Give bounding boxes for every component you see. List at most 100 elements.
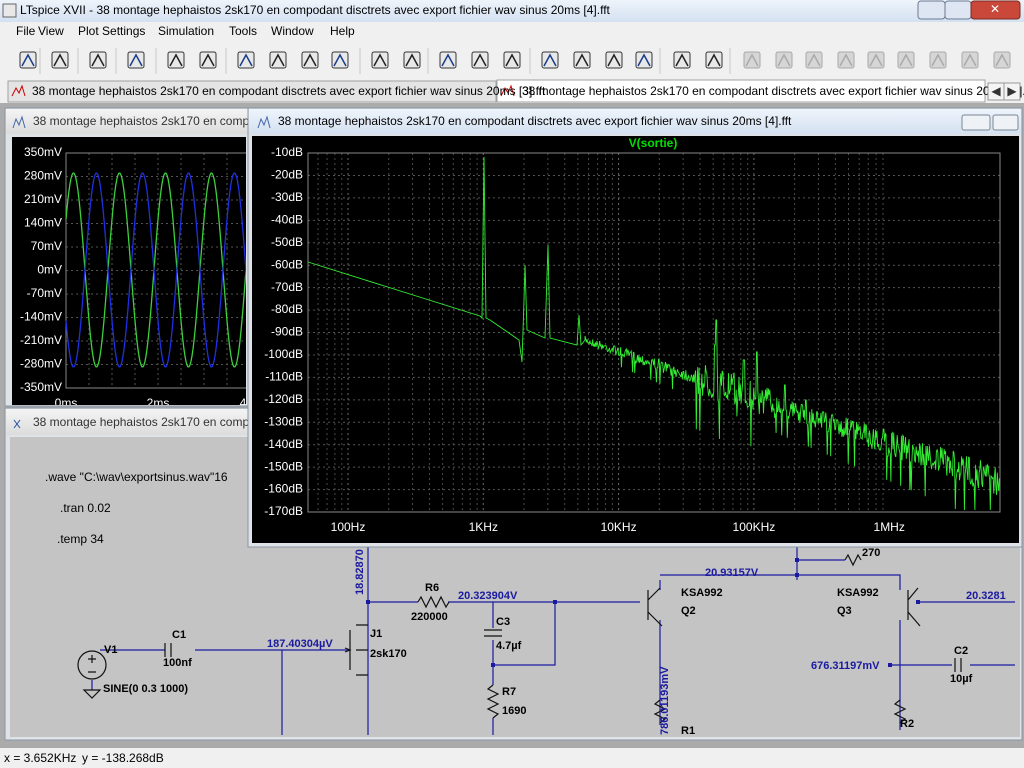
- tab[interactable]: [7, 80, 497, 103]
- component-label: Q3: [837, 605, 852, 617]
- tab-label[interactable]: 38 montage hephaistos 2sk170 en compodan…: [522, 84, 1024, 98]
- x-tick-label: 100Hz: [331, 520, 366, 534]
- junction: [795, 558, 799, 562]
- toolbar-icon: [89, 51, 107, 69]
- fft-minimize[interactable]: [961, 114, 991, 131]
- y-tick-label: -70dB: [271, 280, 303, 294]
- node-voltage: 20.3281: [966, 590, 1006, 602]
- component-label: KSA992: [837, 587, 879, 599]
- title-bar: [0, 0, 1024, 22]
- toolbar-glyph: [53, 53, 67, 67]
- schematic-title: 38 montage hephaistos 2sk170 en compo: [33, 415, 256, 429]
- window-icon: [13, 419, 21, 429]
- toolbar-icon: [673, 51, 691, 69]
- toolbar-icon: [471, 51, 489, 69]
- fft-maximize[interactable]: [992, 114, 1019, 131]
- node-voltage: 20.93157V: [705, 567, 759, 579]
- y-tick-label: 210mV: [24, 192, 62, 206]
- menu-item[interactable]: View: [38, 24, 64, 38]
- menu-item[interactable]: Plot Settings: [78, 24, 145, 38]
- voltage-source: [77, 650, 107, 680]
- tab-active[interactable]: [496, 79, 986, 103]
- junction: [553, 600, 557, 604]
- toolbar-glyph: [707, 53, 721, 67]
- component: [82, 655, 102, 699]
- menu-item[interactable]: Tools: [229, 24, 257, 38]
- node-voltage: 786.01193mV: [659, 666, 671, 735]
- node-voltage: 20.323904V: [458, 590, 518, 602]
- menu-item[interactable]: Window: [271, 24, 314, 38]
- y-tick-label: -10dB: [271, 145, 303, 159]
- component-label: Q2: [681, 605, 696, 617]
- waveform-title-bar: [6, 109, 248, 134]
- y-tick-label: 0mV: [37, 263, 62, 277]
- fft-title-bar: [249, 109, 1021, 134]
- toolbar-glyph: [869, 53, 883, 67]
- x-tick-label: 0ms: [55, 396, 78, 410]
- arrow-right: ▶: [1007, 84, 1017, 98]
- tab-label[interactable]: 38 montage hephaistos 2sk170 en compodan…: [32, 84, 546, 98]
- wire: [91, 546, 901, 735]
- plot-frame: [65, 152, 246, 389]
- component-label: KSA992: [681, 587, 723, 599]
- toolbar-glyph: [931, 53, 945, 67]
- toolbar-glyph: [441, 53, 455, 67]
- toolbar-glyph: [201, 53, 215, 67]
- component-label: 10µf: [950, 673, 973, 685]
- toolbar-icon: [19, 51, 37, 69]
- menu-item[interactable]: File: [16, 24, 36, 38]
- waveform-title: 38 montage hephaistos 2sk170 en compo: [33, 114, 256, 128]
- toolbar-icon: [775, 51, 793, 69]
- y-tick-label: -120dB: [264, 392, 303, 406]
- close-glyph: ✕: [990, 2, 1000, 16]
- plot-frame: [307, 152, 1001, 513]
- toolbar-icon: [331, 51, 349, 69]
- node-voltage: 676.31197mV: [811, 660, 880, 672]
- spice-directive: .tran 0.02: [60, 501, 111, 515]
- component-label: R1: [681, 725, 695, 737]
- toolbar-glyph: [405, 53, 419, 67]
- toolbar-glyph: [543, 53, 557, 67]
- menu-item[interactable]: Simulation: [158, 24, 214, 38]
- maximize-button[interactable]: [944, 0, 972, 20]
- toolbar-glyph: [169, 53, 183, 67]
- toolbar-glyph: [91, 53, 105, 67]
- toolbar-glyph: [473, 53, 487, 67]
- component: [486, 684, 500, 719]
- window-title: LTspice XVII - 38 montage hephaistos 2sk…: [20, 3, 611, 17]
- tab-scroll-right[interactable]: [1003, 82, 1021, 101]
- component-label: 1690: [502, 705, 526, 717]
- y-tick-label: -110dB: [265, 370, 303, 384]
- toolbar-icon: [993, 51, 1011, 69]
- spice-directive: .wave "C:\wav\exportsinus.wav"16: [45, 470, 228, 484]
- component-label: J1: [370, 628, 382, 640]
- wire: [890, 601, 1015, 730]
- menu-item[interactable]: Help: [330, 24, 355, 38]
- toolbar-icon: [705, 51, 723, 69]
- toolbar-icon: [961, 51, 979, 69]
- component-label: R2: [900, 718, 914, 730]
- toolbar-glyph: [899, 53, 913, 67]
- arrow-left: ◀: [991, 84, 1001, 98]
- junction: [366, 600, 370, 604]
- component-label: C3: [496, 616, 510, 628]
- component-label: 220000: [411, 611, 448, 623]
- component-label: V1: [104, 644, 117, 656]
- toolbar-glyph: [333, 53, 347, 67]
- component-label: 270: [862, 547, 880, 559]
- close-button[interactable]: [970, 0, 1021, 20]
- component-label: 4.7µf: [496, 640, 522, 652]
- window-icon: [257, 115, 271, 129]
- toolbar-icon: [573, 51, 591, 69]
- toolbar-icon: [867, 51, 885, 69]
- toolbar-icon: [635, 51, 653, 69]
- toolbar-glyph: [505, 53, 519, 67]
- y-tick-label: -80dB: [271, 302, 303, 316]
- y-tick-label: 70mV: [31, 239, 62, 253]
- toolbar-icon: [237, 51, 255, 69]
- toolbar-icon: [541, 51, 559, 69]
- waveform-trace: [65, 172, 246, 368]
- minimize-button[interactable]: [917, 0, 946, 20]
